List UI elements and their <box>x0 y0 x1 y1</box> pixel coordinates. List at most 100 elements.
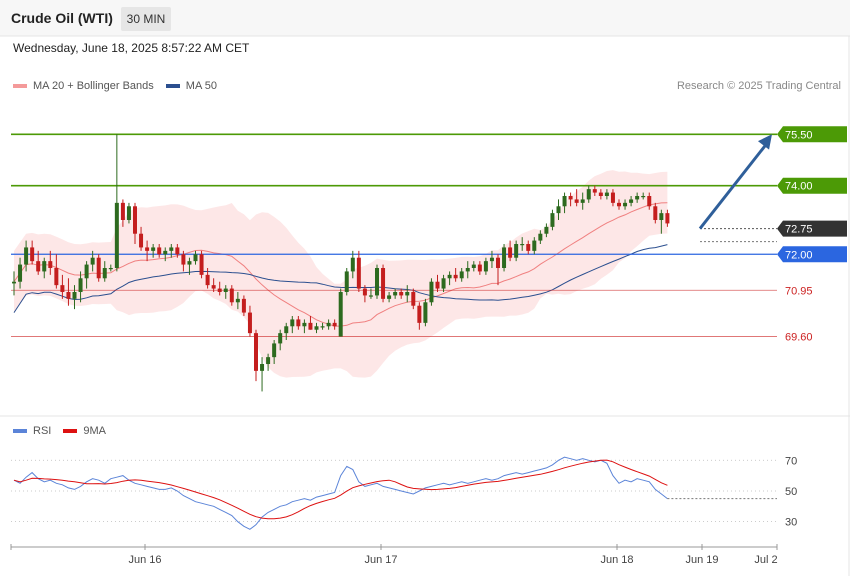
candle-body <box>429 281 434 303</box>
candle-body <box>598 192 603 196</box>
resistance-tag <box>777 126 847 143</box>
candle-body <box>362 288 367 296</box>
candle-body <box>24 247 29 265</box>
candle-body <box>435 281 440 289</box>
rsi-tick-label: 50 <box>785 486 797 498</box>
candle-body <box>483 261 488 272</box>
candle-body <box>502 247 507 268</box>
legend-rsi[interactable]: RSI <box>13 425 51 437</box>
interval-button[interactable]: 30 MIN <box>121 7 171 31</box>
candle-body <box>229 288 234 303</box>
candle-body <box>375 268 379 296</box>
candle-body <box>489 257 494 262</box>
projection-arrow-head <box>757 134 772 150</box>
x-axis-label: Jun 17 <box>364 554 397 566</box>
legend-ma50[interactable]: MA 50 <box>165 80 217 92</box>
candle-body <box>562 196 567 207</box>
candle-body <box>193 254 198 262</box>
candle-body <box>623 202 628 207</box>
candle-body <box>211 285 216 289</box>
level-label: 72.75 <box>785 224 813 236</box>
candle-body <box>108 268 113 270</box>
candle-body <box>665 213 670 224</box>
ma50-line <box>13 244 668 313</box>
timestamp: Wednesday, June 18, 2025 8:57:22 AM CET <box>13 41 250 55</box>
candle-body <box>60 285 65 292</box>
candle-body <box>556 206 561 214</box>
resistance-tag <box>777 177 847 194</box>
x-axis-label: Jun 16 <box>128 554 161 566</box>
candle-body <box>604 192 609 196</box>
rsi-swatch <box>13 429 27 433</box>
candle-body <box>496 257 500 268</box>
candle-body <box>405 292 410 296</box>
level-label: 72.00 <box>785 249 813 261</box>
candle-body <box>205 274 210 286</box>
legend-rsi-ma[interactable]: 9MA <box>63 425 106 437</box>
candle-body <box>181 254 186 265</box>
pivot-tag <box>777 220 847 237</box>
candle-body <box>344 271 349 292</box>
legend-rsi-ma-label: 9MA <box>83 425 106 437</box>
x-axis-label: Jul 2 <box>754 554 777 566</box>
candle-body <box>36 261 41 272</box>
candle-body <box>471 264 476 268</box>
projection-arrow <box>698 142 769 230</box>
candle-body <box>526 244 531 251</box>
candle-body <box>96 257 101 279</box>
candle-body <box>653 206 658 220</box>
ma50-swatch <box>165 84 180 88</box>
rsi-line <box>13 456 668 530</box>
candle-body <box>629 199 634 203</box>
x-axis-label: Jun 18 <box>600 554 633 566</box>
candle-body <box>574 199 579 203</box>
candle-body <box>477 264 482 272</box>
candle-body <box>199 254 204 275</box>
ma20-swatch <box>13 84 27 88</box>
candle-body <box>30 247 35 262</box>
candle-body <box>272 343 277 358</box>
legend-ma20[interactable]: MA 20 + Bollinger Bands <box>13 80 154 92</box>
candle-body <box>254 333 258 371</box>
candle-body <box>459 271 464 279</box>
candle-body <box>387 295 392 299</box>
candle-body <box>42 261 47 272</box>
candle-body <box>260 364 265 371</box>
candle-body <box>586 189 591 200</box>
candle-body <box>48 261 53 268</box>
candle-body <box>78 278 83 292</box>
candle-body <box>538 233 543 241</box>
rsi-legend: RSI 9MA <box>13 425 118 437</box>
x-axis-label: Jun 19 <box>685 554 718 566</box>
candle-body <box>520 244 525 246</box>
candle-body <box>441 278 446 289</box>
candle-body <box>120 202 125 220</box>
candle-body <box>368 295 373 297</box>
candle-body <box>647 196 652 207</box>
candle-body <box>12 281 16 284</box>
rsi-tick-label: 30 <box>785 517 797 529</box>
candle-body <box>417 305 422 323</box>
candle-body <box>247 312 252 334</box>
candle-body <box>302 322 307 327</box>
candle-body <box>169 247 174 251</box>
candle-body <box>332 322 337 327</box>
candle-body <box>393 292 398 296</box>
candle-body <box>610 192 615 203</box>
candle-body <box>659 213 664 220</box>
candle-body <box>381 268 386 299</box>
candle-body <box>266 357 271 364</box>
candle-body <box>508 247 513 258</box>
level-label: 74.00 <box>785 181 813 193</box>
candle-body <box>447 274 452 279</box>
candle-body <box>308 322 313 330</box>
candle-body <box>18 264 23 282</box>
level-label: 69.60 <box>785 332 813 344</box>
candle-body <box>84 264 89 279</box>
candle-body <box>326 322 331 327</box>
research-credit: Research © 2025 Trading Central <box>676 80 841 92</box>
candle-body <box>139 233 144 248</box>
candle-body <box>175 247 180 255</box>
candle-body <box>338 292 343 337</box>
